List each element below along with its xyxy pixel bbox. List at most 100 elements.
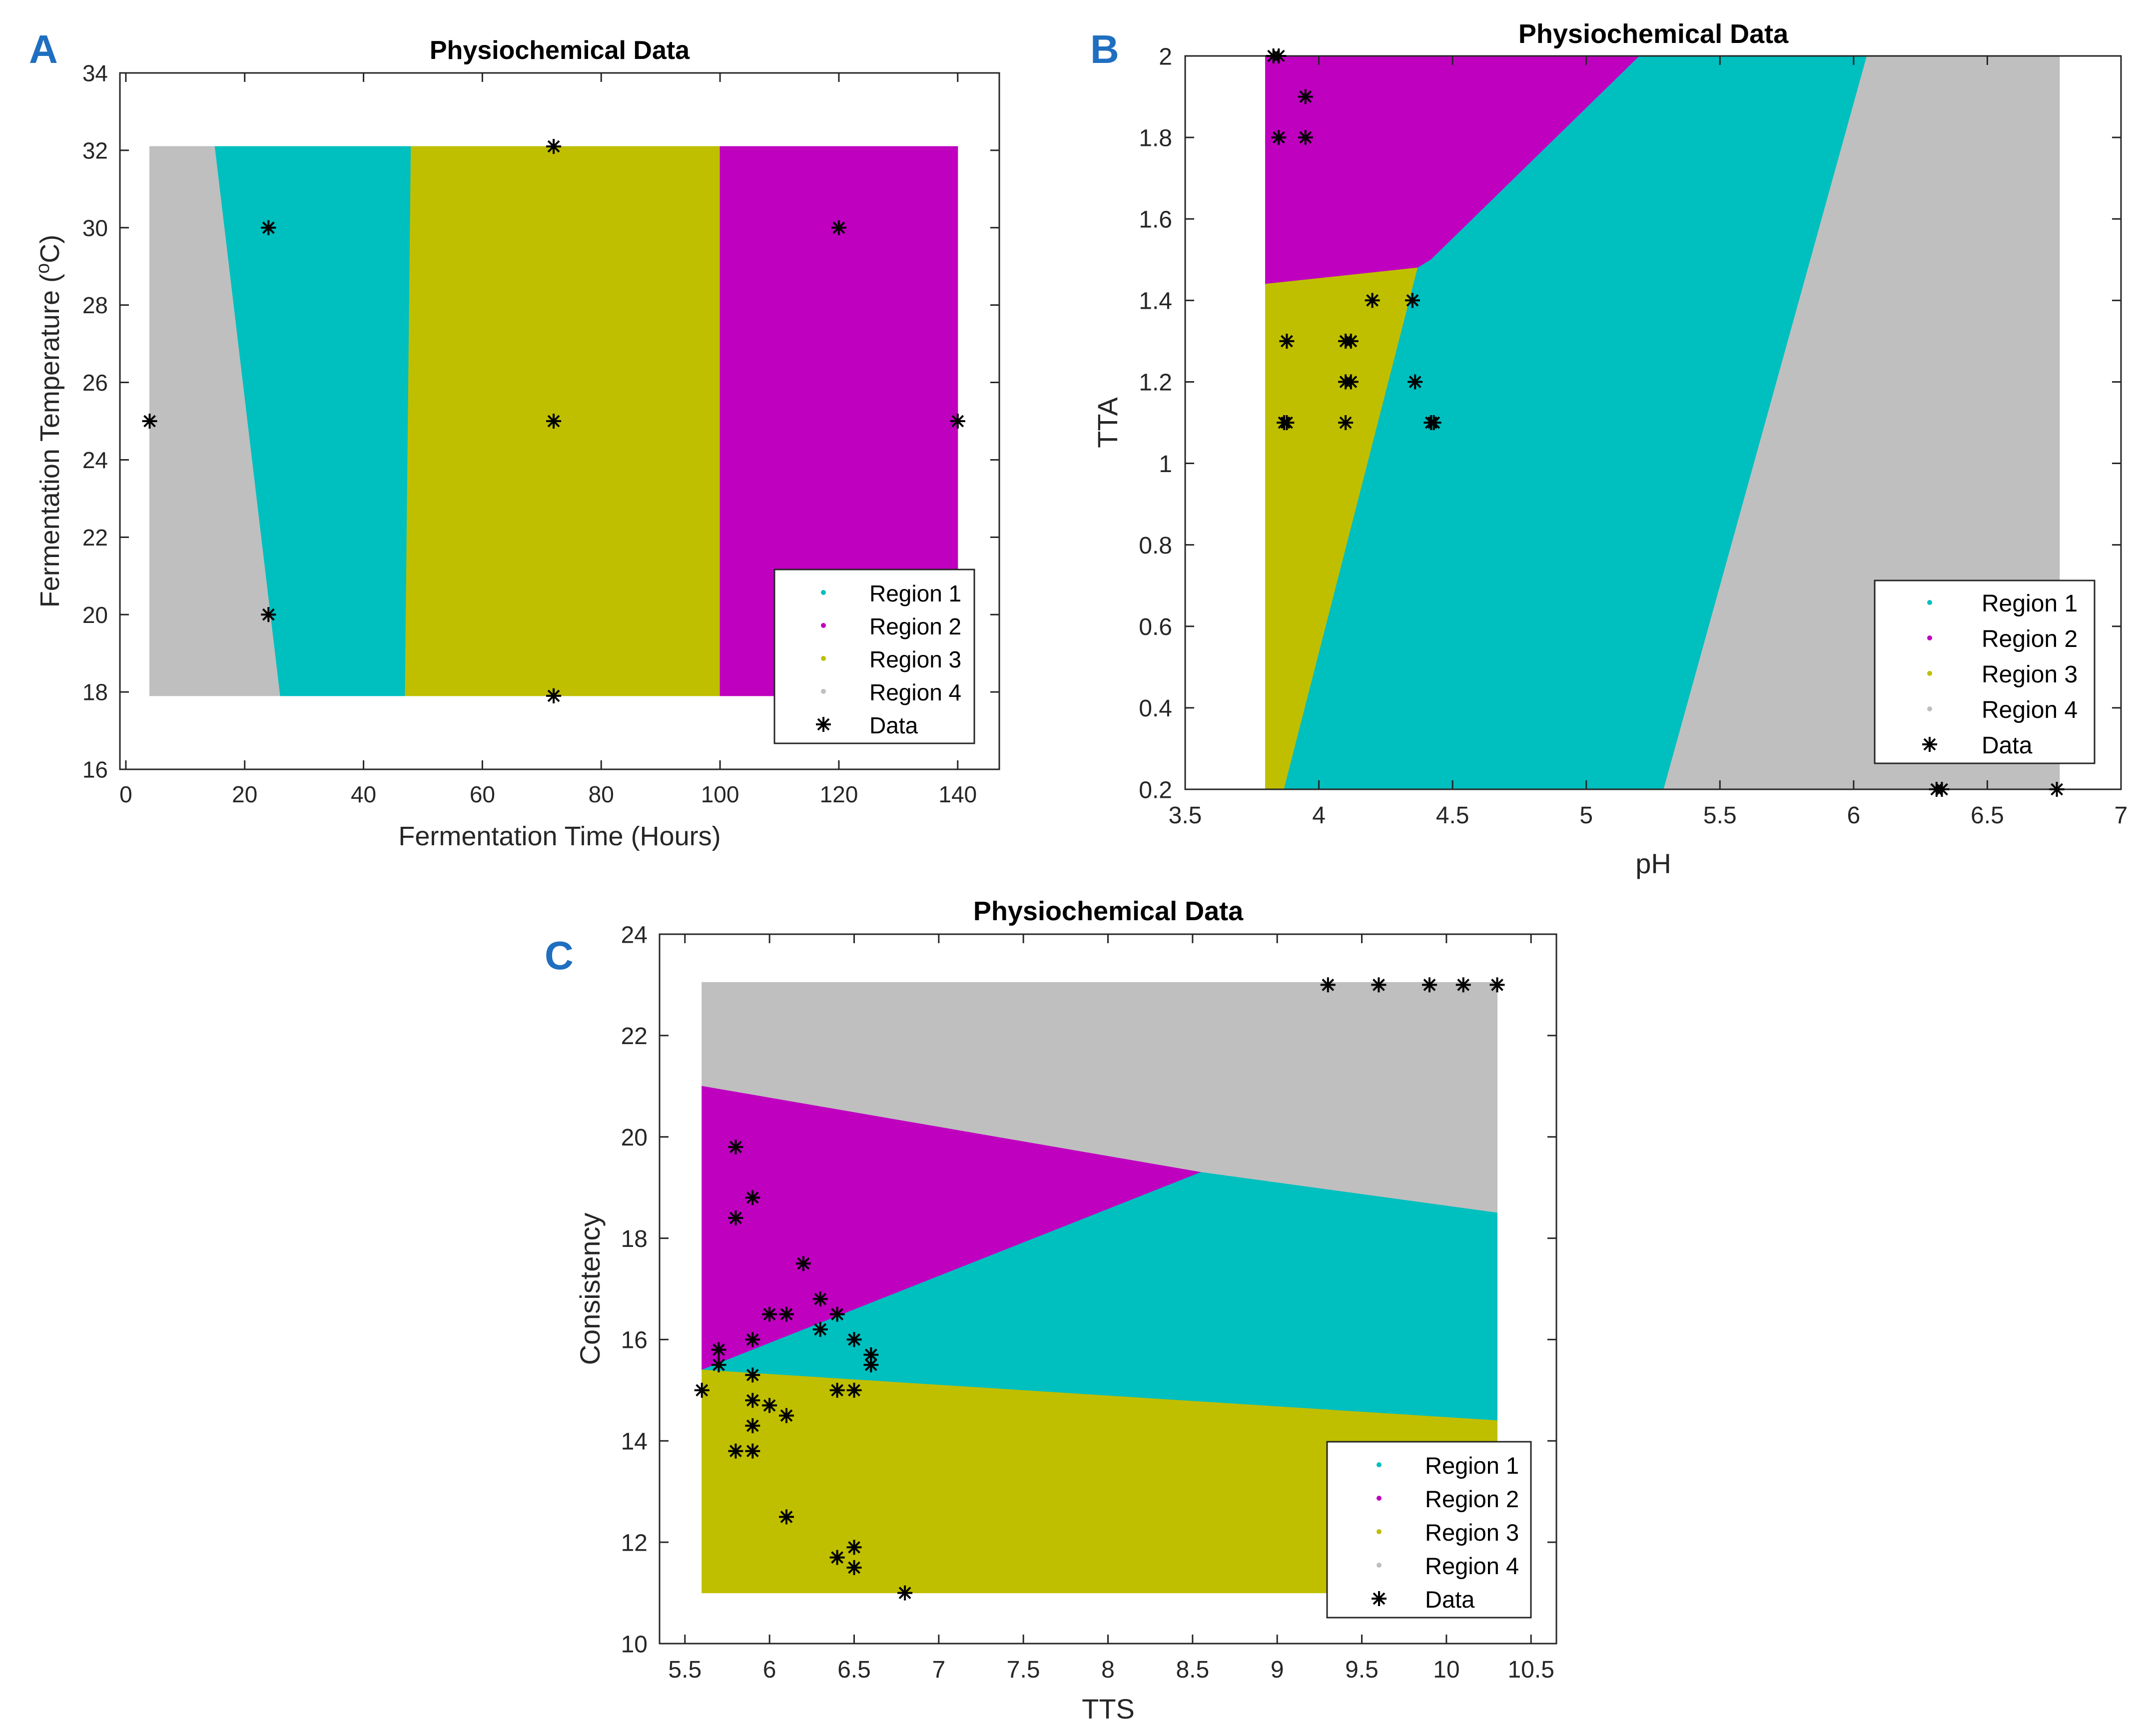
legend-region-1-label: Region 1 — [1425, 1452, 1519, 1479]
legend-region-4-label: Region 4 — [1982, 697, 2078, 723]
legend: Region 1 Region 2 Region 3 Region 4 Data — [1326, 1441, 1532, 1619]
legend-box — [1874, 579, 2096, 764]
data-point — [830, 219, 847, 236]
data-point — [845, 1539, 863, 1556]
x-tick-label: 6.5 — [1971, 802, 2004, 829]
data-point — [1933, 781, 1951, 798]
data-point — [545, 413, 563, 430]
x-tick-label: 4.5 — [1436, 802, 1469, 829]
data-point — [141, 413, 158, 430]
x-tick-label: 3.5 — [1169, 802, 1202, 829]
y-tick-label: 34 — [82, 60, 108, 86]
x-axis-label: TTS — [1082, 1693, 1135, 1725]
legend-region-1-marker — [1927, 600, 1932, 605]
data-point — [545, 687, 563, 704]
legend: Region 1 Region 2 Region 3 Region 4 Data — [773, 569, 975, 744]
x-tick-label: 7 — [932, 1657, 945, 1683]
legend-region-2-marker — [1927, 635, 1932, 640]
legend-data-label: Data — [1982, 732, 2033, 759]
y-tick-label: 12 — [621, 1530, 648, 1556]
y-tick-label: 30 — [82, 215, 108, 241]
data-point — [1488, 976, 1506, 994]
x-tick-label: 10 — [1433, 1657, 1459, 1683]
legend-region-4-label: Region 4 — [869, 679, 961, 705]
legend-region-3-marker — [1377, 1529, 1382, 1534]
y-tick-label: 1.4 — [1139, 288, 1172, 315]
legend-data-label: Data — [869, 712, 918, 738]
x-tick-label: 7.5 — [1007, 1657, 1040, 1683]
y-tick-label: 18 — [621, 1226, 648, 1252]
y-tick-label: 22 — [621, 1023, 648, 1050]
y-tick-label: 0.6 — [1139, 614, 1172, 640]
legend-region-4-marker — [1927, 706, 1932, 711]
legend-data-marker — [815, 716, 832, 733]
y-tick-label: 1.8 — [1139, 125, 1172, 151]
data-point — [744, 1189, 761, 1206]
y-axis-label-suffix: C) — [35, 235, 65, 263]
data-point — [710, 1341, 727, 1358]
x-tick-label: 8.5 — [1176, 1657, 1209, 1683]
y-tick-label: 16 — [82, 757, 108, 783]
data-point — [761, 1397, 778, 1414]
x-tick-label: 80 — [589, 781, 614, 807]
x-tick-label: 10.5 — [1507, 1657, 1554, 1683]
data-point — [1270, 129, 1288, 146]
data-point — [1364, 292, 1381, 309]
data-point — [744, 1366, 761, 1384]
y-tick-label: 20 — [621, 1125, 648, 1151]
data-point — [811, 1321, 829, 1338]
data-point — [761, 1305, 778, 1323]
data-point — [845, 1381, 863, 1399]
data-point — [1278, 414, 1296, 431]
x-tick-label: 5.5 — [1703, 802, 1737, 829]
data-point — [1421, 976, 1438, 994]
plot-area — [119, 72, 1000, 770]
y-tick-label: 0.4 — [1139, 695, 1172, 722]
chart-title: Physiochemical Data — [1518, 19, 1789, 49]
y-axis-label: TTA — [1092, 397, 1123, 448]
y-tick-label: 10 — [621, 1631, 648, 1658]
data-point — [710, 1356, 727, 1374]
x-tick-label: 40 — [351, 781, 376, 807]
chart-title: Physiochemical Data — [430, 36, 690, 65]
data-point — [845, 1559, 863, 1576]
y-tick-label: 1.6 — [1139, 207, 1172, 233]
y-tick-label: 0.2 — [1139, 777, 1172, 803]
data-point — [896, 1584, 914, 1602]
x-tick-label: 5.5 — [668, 1657, 702, 1683]
x-tick-label: 9.5 — [1345, 1657, 1379, 1683]
legend-region-3-marker — [821, 656, 826, 661]
y-tick-label: 1 — [1159, 451, 1172, 478]
data-point — [260, 606, 277, 623]
data-point — [693, 1381, 711, 1399]
legend: Region 1 Region 2 Region 3 Region 4 Data — [1874, 579, 2096, 764]
data-point — [744, 1442, 761, 1460]
x-tick-label: 0 — [119, 781, 132, 807]
data-point — [1319, 976, 1337, 994]
data-point — [1297, 88, 1314, 105]
legend-region-2-label: Region 2 — [869, 613, 961, 639]
y-tick-label: 18 — [82, 679, 108, 705]
y-tick-label: 24 — [82, 447, 108, 473]
data-point — [778, 1305, 795, 1323]
legend-region-2-marker — [1377, 1496, 1382, 1501]
x-tick-label: 120 — [820, 781, 858, 807]
y-tick-label: 24 — [621, 922, 648, 948]
x-tick-label: 20 — [232, 781, 257, 807]
y-tick-label: 16 — [621, 1327, 648, 1354]
x-tick-label: 60 — [470, 781, 495, 807]
y-tick-label: 0.8 — [1139, 533, 1172, 559]
y-tick-label: 1.2 — [1139, 370, 1172, 396]
data-point — [744, 1417, 761, 1434]
data-point — [744, 1331, 761, 1348]
data-point — [778, 1407, 795, 1424]
y-tick-label: 22 — [82, 525, 108, 551]
x-axis-label: pH — [1635, 848, 1671, 879]
data-point — [828, 1305, 846, 1323]
x-tick-label: 7 — [2115, 802, 2128, 829]
data-point — [828, 1549, 846, 1566]
y-tick-label: 14 — [621, 1429, 648, 1455]
data-point — [949, 413, 966, 430]
legend-region-1-marker — [821, 590, 826, 595]
data-point — [1425, 414, 1442, 431]
